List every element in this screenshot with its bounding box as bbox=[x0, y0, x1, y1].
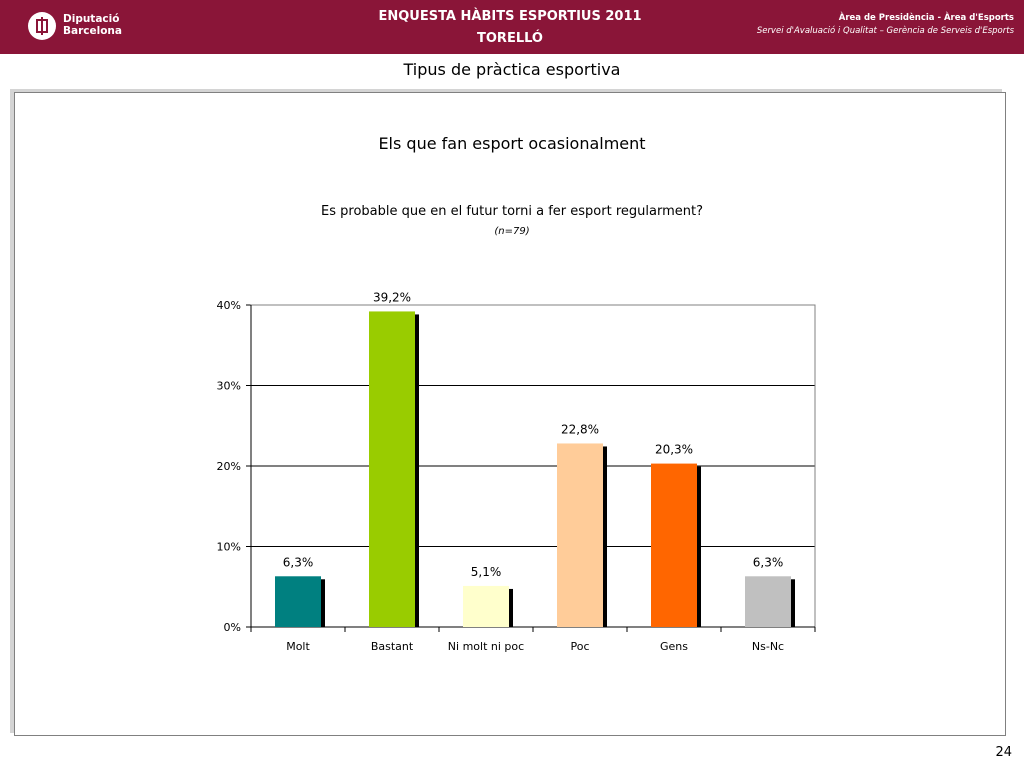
header-department: Àrea de Presidència - Àrea d'Esports Ser… bbox=[757, 12, 1014, 38]
bar bbox=[745, 576, 791, 627]
data-label: 39,2% bbox=[373, 290, 411, 304]
category-label: Gens bbox=[660, 640, 688, 653]
y-tick-label: 40% bbox=[217, 299, 241, 312]
logo-line-1: Diputació bbox=[63, 13, 120, 25]
diputacio-emblem-icon bbox=[28, 12, 56, 40]
data-label: 20,3% bbox=[655, 443, 693, 457]
survey-title-line-1: ENQUESTA HÀBITS ESPORTIUS 2011 bbox=[378, 9, 642, 24]
data-label: 22,8% bbox=[561, 422, 599, 436]
y-tick-label: 10% bbox=[217, 541, 241, 554]
bar bbox=[275, 576, 321, 627]
survey-title-line-2: TORELLÓ bbox=[477, 31, 543, 46]
page-number: 24 bbox=[995, 745, 1012, 760]
logo-text: Diputació Barcelona bbox=[63, 13, 122, 37]
y-tick-label: 0% bbox=[224, 621, 241, 634]
logo-line-2: Barcelona bbox=[63, 25, 122, 37]
header-bar: Diputació Barcelona ENQUESTA HÀBITS ESPO… bbox=[0, 0, 1024, 54]
data-label: 5,1% bbox=[471, 565, 502, 579]
bar bbox=[651, 463, 697, 627]
category-label: Molt bbox=[286, 640, 310, 653]
department-line-2: Servei d'Avaluació i Qualitat – Gerència… bbox=[756, 26, 1014, 36]
category-label: Ns-Nc bbox=[752, 640, 784, 653]
survey-title: ENQUESTA HÀBITS ESPORTIUS 2011 TORELLÓ bbox=[300, 6, 720, 50]
department-line-1: Àrea de Presidència - Àrea d'Esports bbox=[838, 13, 1014, 23]
diputacio-logo: Diputació Barcelona bbox=[28, 12, 128, 44]
y-tick-label: 30% bbox=[217, 380, 241, 393]
category-label: Ni molt ni poc bbox=[448, 640, 524, 653]
y-tick-label: 20% bbox=[217, 460, 241, 473]
category-label: Bastant bbox=[371, 640, 414, 653]
bar bbox=[369, 311, 415, 627]
chart-frame bbox=[14, 92, 1006, 736]
bar bbox=[463, 585, 509, 627]
data-label: 6,3% bbox=[753, 555, 784, 569]
category-label: Poc bbox=[570, 640, 589, 653]
sample-size-label: (n=79) bbox=[494, 226, 530, 237]
chart-title: Els que fan esport ocasionalment bbox=[378, 134, 646, 153]
page-title: Tipus de pràctica esportiva bbox=[403, 60, 621, 79]
chart-question: Es probable que en el futur torni a fer … bbox=[321, 204, 703, 219]
data-label: 6,3% bbox=[283, 555, 314, 569]
bar bbox=[557, 443, 603, 627]
